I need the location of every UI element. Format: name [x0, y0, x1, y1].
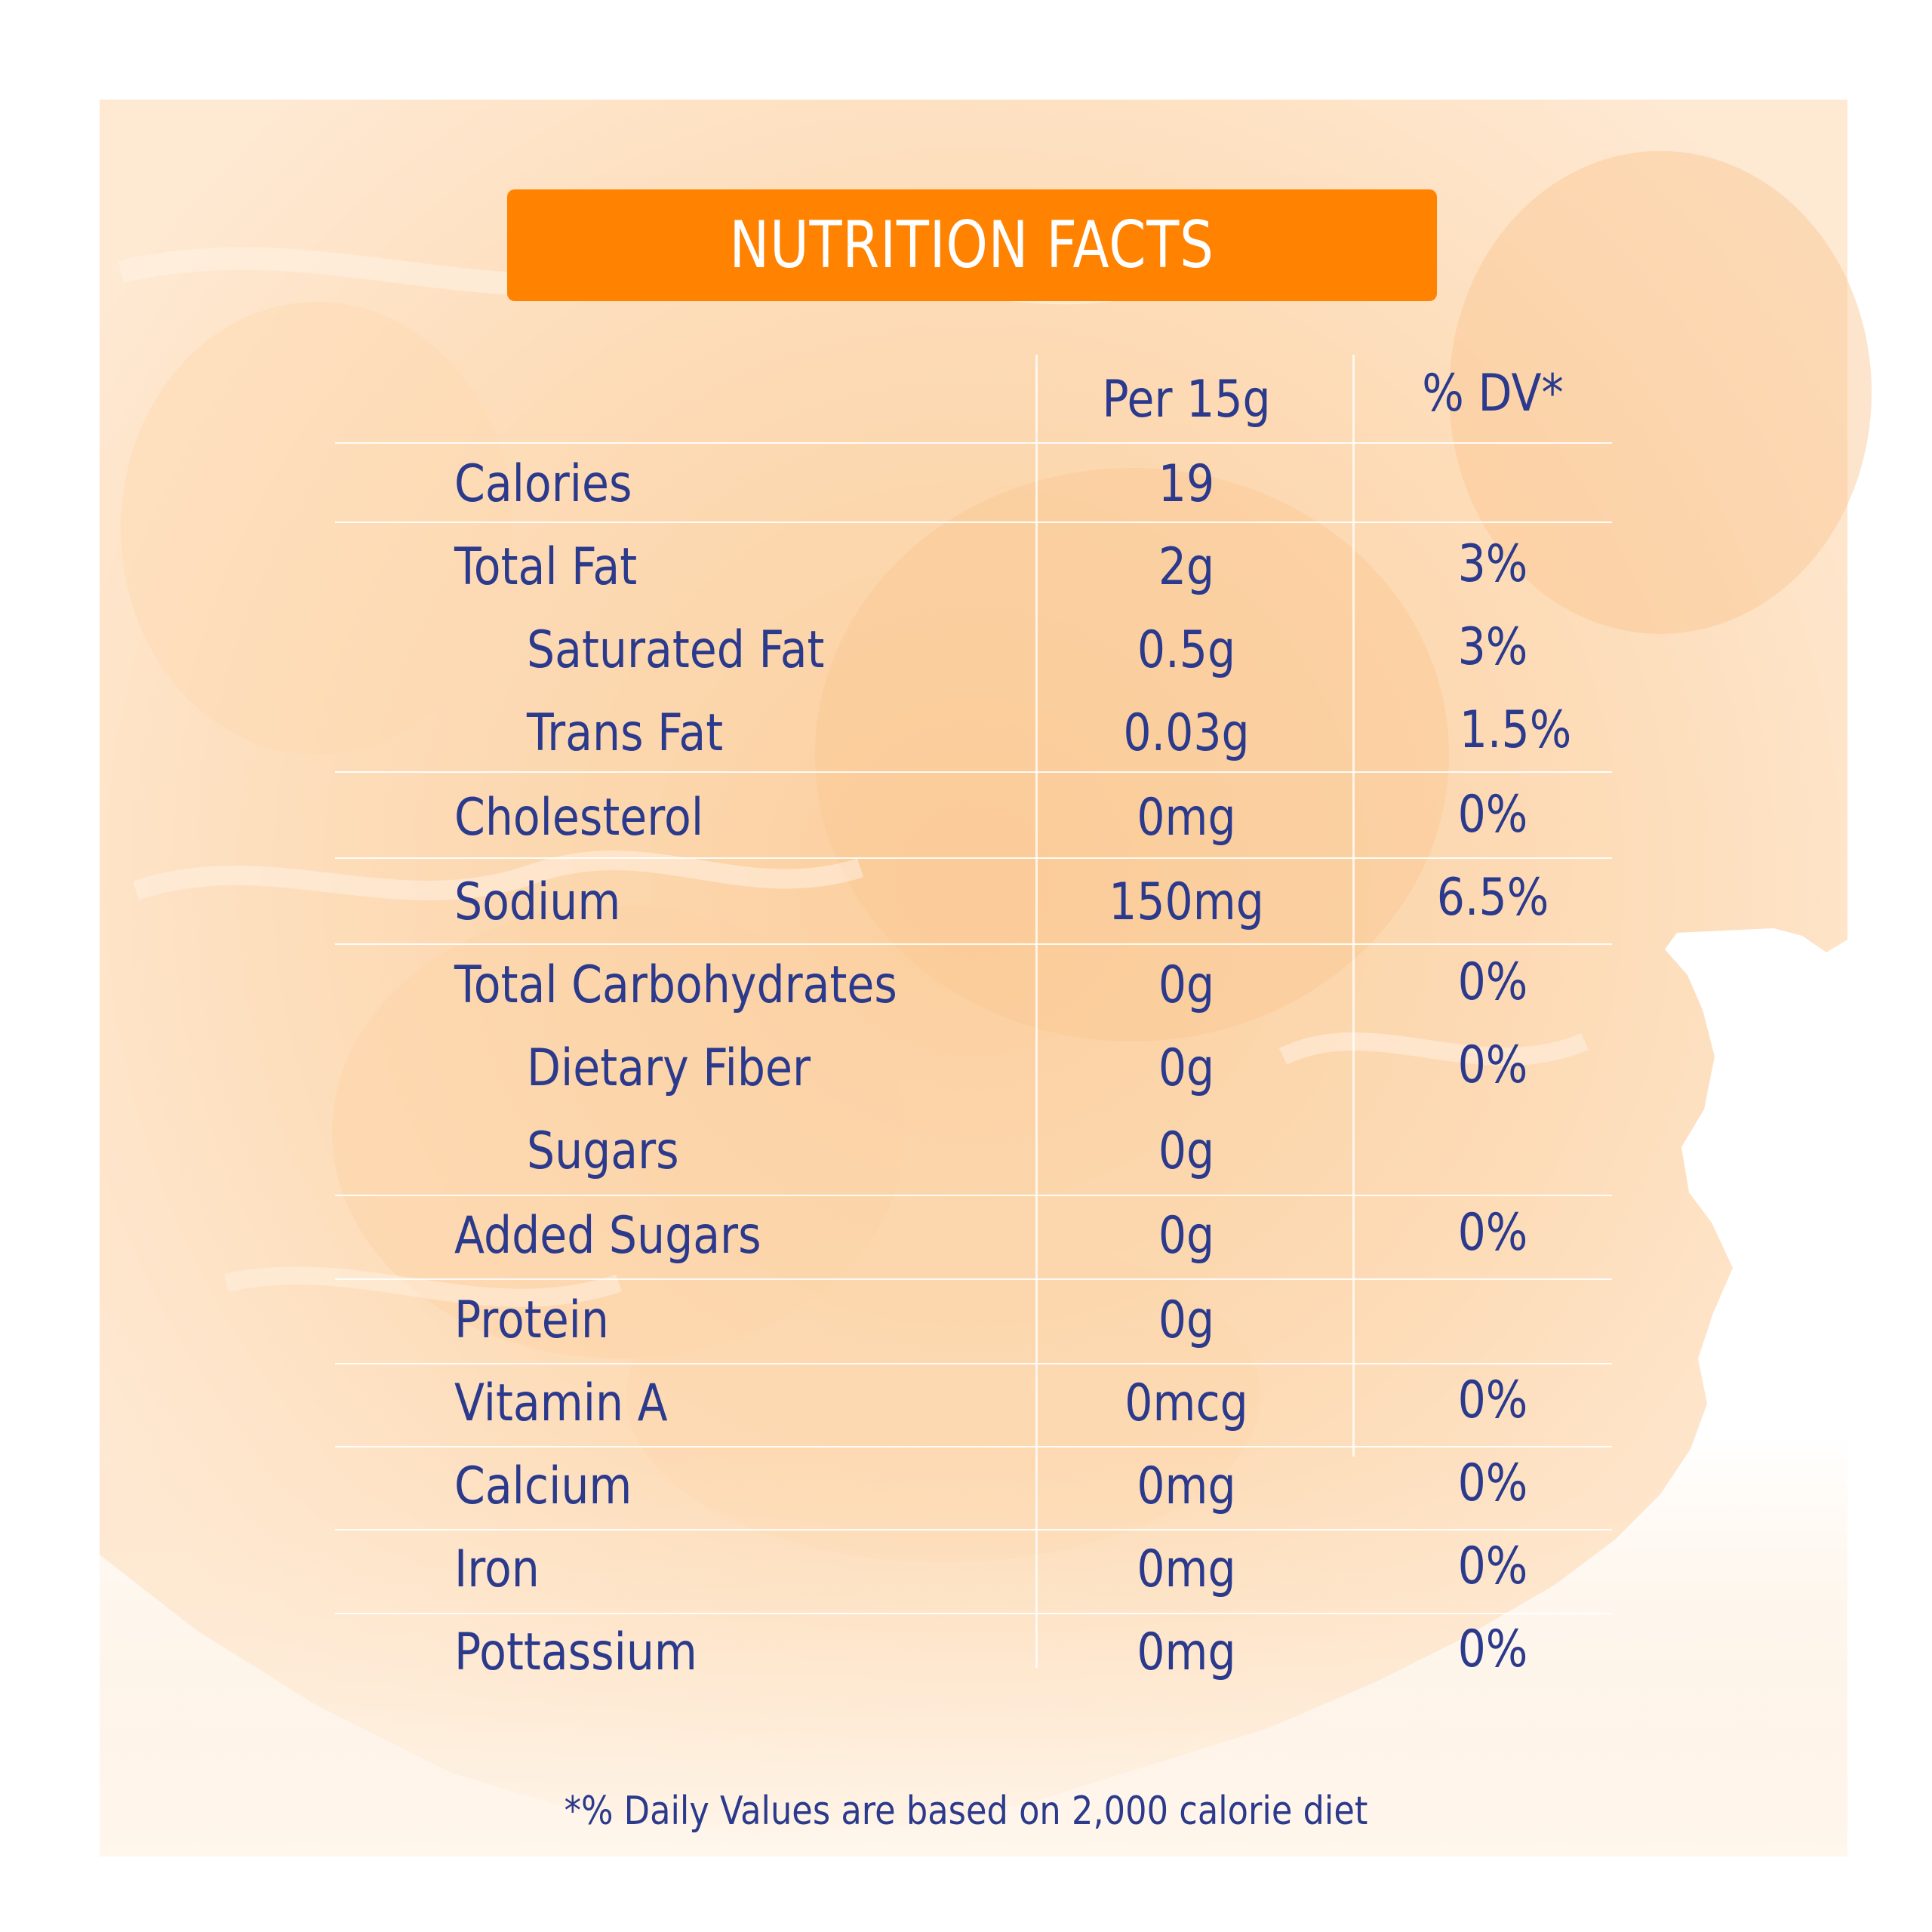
- row-divider: [335, 1613, 1612, 1614]
- nutrient-dv: 0%: [1457, 785, 1528, 844]
- nutrient-amount: 2g: [1158, 537, 1215, 597]
- page-title: NUTRITION FACTS: [729, 208, 1215, 283]
- column-header-serving: Per 15g: [1102, 370, 1271, 429]
- nutrient-amount: 0.03g: [1123, 703, 1250, 763]
- row-divider: [335, 442, 1612, 444]
- nutrient-dv: 0%: [1457, 1620, 1528, 1679]
- nutrient-name: Pottassium: [454, 1623, 697, 1682]
- row-divider: [335, 521, 1612, 523]
- title-banner: NUTRITION FACTS: [507, 189, 1437, 301]
- nutrient-name: Saturated Fat: [527, 620, 825, 680]
- nutrient-name: Dietary Fiber: [527, 1038, 811, 1098]
- nutrient-amount: 0.5g: [1137, 620, 1236, 680]
- nutrient-name: Calcium: [454, 1457, 632, 1516]
- nutrient-amount: 0mg: [1137, 1457, 1236, 1516]
- nutrient-amount: 0mg: [1137, 1623, 1236, 1682]
- nutrient-name: Protein: [454, 1291, 610, 1350]
- nutrient-name: Sodium: [454, 872, 621, 932]
- column-header-dv: % DV*: [1422, 364, 1564, 423]
- nutrient-dv: 0%: [1457, 1035, 1528, 1095]
- nutrient-amount: 0mg: [1137, 788, 1236, 848]
- row-divider: [335, 857, 1612, 859]
- row-divider: [335, 1363, 1612, 1364]
- nutrient-dv: 1.5%: [1459, 700, 1572, 760]
- nutrient-dv: 3%: [1457, 534, 1528, 594]
- nutrient-amount: 0mg: [1137, 1540, 1236, 1599]
- nutrient-amount: 19: [1158, 454, 1215, 514]
- nutrient-dv: 0%: [1457, 1371, 1528, 1430]
- nutrient-amount: 0g: [1158, 1206, 1215, 1266]
- row-divider: [335, 1278, 1612, 1280]
- row-divider: [335, 943, 1612, 945]
- nutrient-name: Sugars: [527, 1121, 679, 1181]
- footnote: *% Daily Values are based on 2,000 calor…: [564, 1789, 1368, 1834]
- nutrient-name: Vitamin A: [454, 1374, 668, 1433]
- column-divider: [1352, 355, 1355, 1457]
- column-divider: [1035, 355, 1038, 1668]
- row-divider: [335, 1446, 1612, 1447]
- row-divider: [335, 1529, 1612, 1531]
- nutrient-name: Trans Fat: [527, 703, 724, 763]
- nutrient-name: Total Fat: [454, 537, 638, 597]
- nutrient-dv: 0%: [1457, 1454, 1528, 1513]
- nutrient-name: Cholesterol: [454, 788, 704, 848]
- nutrient-name: Calories: [454, 454, 632, 514]
- nutrient-amount: 0g: [1158, 1121, 1215, 1181]
- nutrient-amount: 0mcg: [1124, 1374, 1248, 1433]
- nutrient-dv: 3%: [1457, 617, 1528, 677]
- nutrient-dv: 0%: [1457, 952, 1528, 1012]
- nutrient-name: Total Carbohydrates: [454, 955, 897, 1015]
- nutrient-amount: 0g: [1158, 1038, 1215, 1098]
- nutrient-dv: 6.5%: [1436, 868, 1549, 928]
- nutrient-dv: 0%: [1457, 1537, 1528, 1596]
- nutrient-amount: 0g: [1158, 1291, 1215, 1350]
- nutrient-amount: 150mg: [1109, 872, 1264, 932]
- nutrient-dv: 0%: [1457, 1203, 1528, 1263]
- row-divider: [335, 1195, 1612, 1196]
- nutrient-name: Added Sugars: [454, 1206, 761, 1266]
- nutrient-name: Iron: [454, 1540, 540, 1599]
- row-divider: [335, 771, 1612, 773]
- nutrient-amount: 0g: [1158, 955, 1215, 1015]
